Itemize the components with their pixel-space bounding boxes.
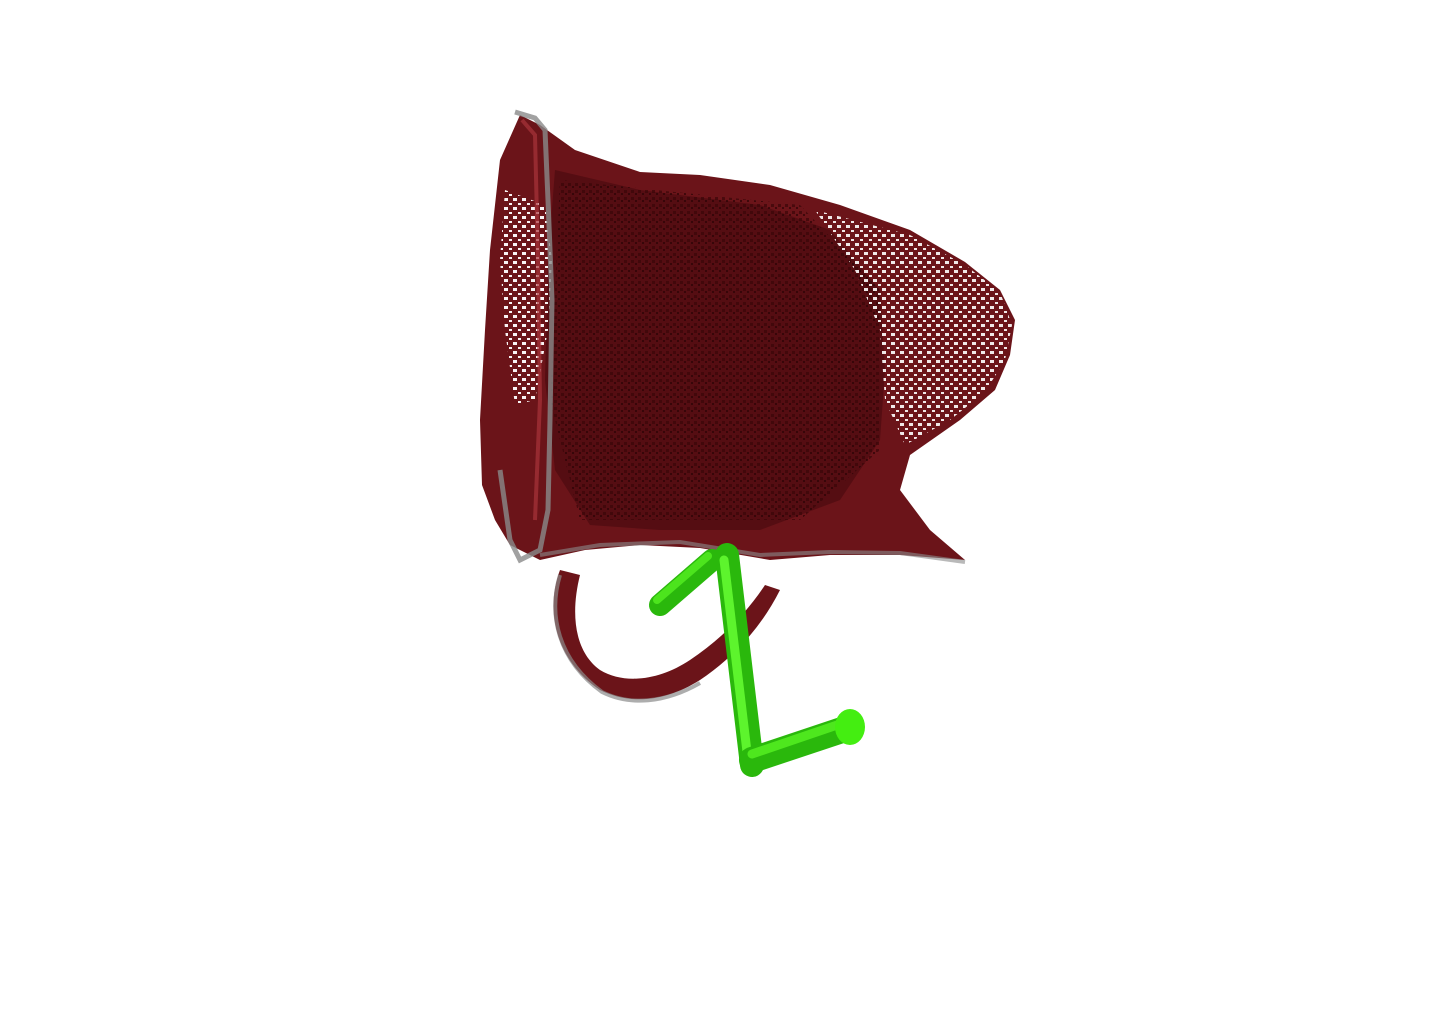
gripper-finger-right	[739, 715, 861, 773]
cup-point-cloud	[480, 109, 1015, 703]
cup-speckle-texture	[550, 180, 880, 520]
cup-sparse-region	[815, 210, 1012, 445]
cup-rim-edge	[497, 109, 555, 564]
gripper-finger-left	[649, 549, 723, 616]
cup-rim-highlight	[520, 118, 543, 521]
cup-handle-edge	[553, 574, 701, 703]
gripper-pose-frame	[649, 543, 865, 777]
cup-bottom-edge	[539, 539, 966, 564]
gripper-finger-tip	[835, 709, 865, 745]
